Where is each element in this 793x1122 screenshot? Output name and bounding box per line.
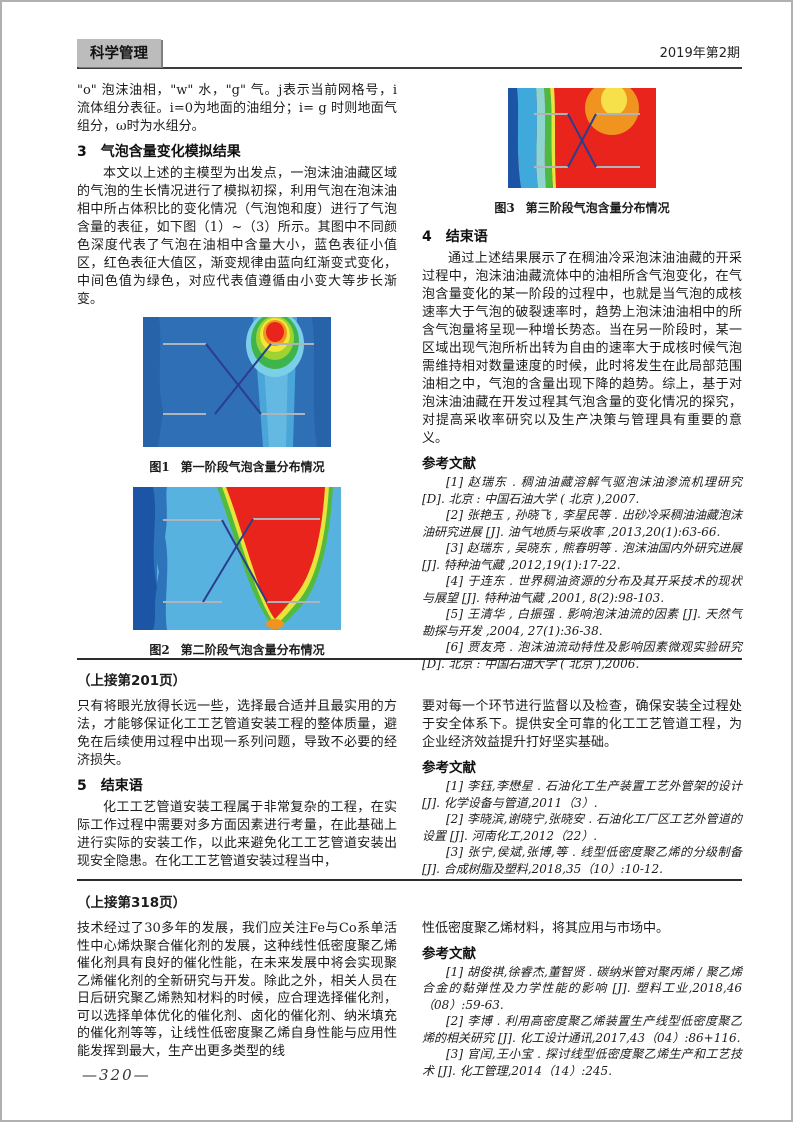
article2-block: （上接第201页） 只有将眼光放得长远一些，选择最合适并且最实用的方法，才能够保… [77, 669, 742, 877]
reference-item: [2] 李博 . 利用高密度聚乙烯装置生产线型低密度聚乙烯的相关研究 [J]. … [422, 1014, 742, 1045]
reference-item: [5] 王清华 , 白振强 . 影响泡沫油流的因素 [J]. 天然气勘探与开发 … [422, 607, 742, 638]
figure2-heatmap [133, 487, 341, 630]
reference-item: [1] 赵瑞东 . 稠油油藏溶解气驱泡沫油渗流机理研究 [D]. 北京 : 中国… [422, 475, 742, 506]
section4-paragraph: 通过上述结果展示了在稠油冷采泡沫油油藏的开采过程中，泡沫油油藏流体中的油相所含气… [422, 251, 742, 446]
article1-intro-paragraph: "o" 泡沫油相，"w" 水，"g" 气。j表示当前网格号，i 流体组分表征。i… [77, 83, 397, 134]
well-marker-lines [534, 113, 640, 168]
article1-block: "o" 泡沫油相，"w" 水，"g" 气。j表示当前网格号，i 流体组分表征。i… [77, 81, 742, 672]
figure1-heatmap [143, 311, 331, 447]
article2-right-paragraph: 要对每一个环节进行监督以及检查，确保安装全过程处于安全体系下。提供安全可靠的化工… [422, 699, 742, 750]
article2-left-paragraph: 只有将眼光放得长远一些，选择最合适并且最实用的方法，才能够保证化工工艺管道安装工… [77, 699, 397, 768]
reference-item: [1] 胡俊祺,徐睿杰,董智贤 . 碳纳米管对聚丙烯 / 聚乙烯合金的黏弹性及力… [422, 964, 742, 1012]
figure3-caption: 图3 第三阶段气泡含量分布情况 [494, 201, 670, 215]
article1-left-column: "o" 泡沫油相，"w" 水，"g" 气。j表示当前网格号，i 流体组分表征。i… [77, 82, 397, 672]
figure1: 图1 第一阶段气泡含量分布情况 [77, 311, 397, 475]
well-cross-lines [202, 518, 268, 603]
well-cross-lines [205, 343, 272, 415]
reference-item: [2] 张艳玉 , 孙晓飞 , 李星民等 . 出砂冷采稠油油藏泡沫油研究进展 [… [422, 508, 742, 539]
figure3: 图3 第三阶段气泡含量分布情况 [422, 81, 742, 216]
article2-right-column: 要对每一个环节进行监督以及检查，确保安装全过程处于安全体系下。提供安全可靠的化工… [422, 698, 742, 877]
figure2-caption: 图2 第二阶段气泡含量分布情况 [149, 643, 325, 657]
reference-item: [1] 李钰,李懋星 . 石油化工生产装置工艺外管架的设计 [J]. 化学设备与… [422, 779, 742, 810]
page-header: 科学管理 2019年第2期 [77, 39, 742, 69]
figure1-caption: 图1 第一阶段气泡含量分布情况 [149, 460, 325, 474]
reference-item: [2] 李晓滨,谢晓宁,张晓安 . 石油化工厂区工艺外管道的设置 [J]. 河南… [422, 812, 742, 843]
reference-item: [3] 赵瑞东 , 吴晓东 , 熊春明等 . 泡沫油国内外研究进展 [J]. 特… [422, 541, 742, 572]
reference-item: [6] 贾友亮 . 泡沫油流动特性及影响因素微观实验研究 [D]. 北京 : 中… [422, 640, 742, 671]
continued-from-318-label: （上接第318页） [77, 895, 187, 911]
well-marker-lines [163, 343, 314, 415]
article3-right-paragraph: 性低密度聚乙烯材料，将其应用与市场中。 [422, 921, 670, 936]
figure3-label: 图3 [494, 201, 515, 215]
article3-block: （上接第318页） 技术经过了30多年的发展，我们应关注Fe与Co系单活性中心烯… [77, 891, 742, 1079]
article1-right-column: 图3 第三阶段气泡含量分布情况 4 结束语 通过上述结果展示了在稠油冷采泡沫油油藏… [422, 81, 742, 672]
figure2: 图2 第二阶段气泡含量分布情况 [77, 487, 397, 658]
well-marker-lines [163, 518, 320, 603]
issue-label: 2019年第2期 [659, 46, 740, 61]
section-badge: 科学管理 [77, 39, 161, 67]
reference-item: [3] 张宁,侯斌,张博,等 . 线型低密度聚乙烯的分级制备 [J]. 合成树脂… [422, 845, 742, 876]
section3-paragraph: 本文以上述的主模型为出发点，一泡沫油油藏区域的气泡的生长情况进行了模拟初探，利用… [77, 166, 397, 307]
section5-heading: 5 结束语 [77, 778, 143, 794]
article2-left-column: 只有将眼光放得长远一些，选择最合适并且最实用的方法，才能够保证化工工艺管道安装工… [77, 698, 397, 877]
section-divider [77, 879, 742, 881]
continued-from-201-label: （上接第201页） [77, 673, 187, 689]
figure2-label: 图2 [149, 643, 170, 657]
page-number: —320— [82, 1066, 151, 1084]
article3-left-paragraph: 技术经过了30多年的发展，我们应关注Fe与Co系单活性中心烯炔聚合催化剂的发展，… [77, 921, 397, 1059]
well-cross-lines [567, 113, 597, 168]
section4-heading: 4 结束语 [422, 229, 488, 245]
figure1-label: 图1 [149, 460, 170, 474]
article3-left-column: 技术经过了30多年的发展，我们应关注Fe与Co系单活性中心烯炔聚合催化剂的发展，… [77, 920, 397, 1079]
section-divider [77, 658, 742, 660]
article3-right-column: 性低密度聚乙烯材料，将其应用与市场中。 参考文献 [1] 胡俊祺,徐睿杰,董智贤… [422, 920, 742, 1079]
reference-item: [4] 于连东 . 世界稠油资源的分布及其开采技术的现状与展望 [J]. 特种油… [422, 574, 742, 605]
article1-references-heading: 参考文献 [422, 456, 476, 472]
reference-item: [3] 官闰,王小宝 . 探讨线型低密度聚乙烯生产和工艺技术 [J]. 化工管理… [422, 1047, 742, 1078]
figure3-heatmap [508, 81, 656, 188]
article2-references-heading: 参考文献 [422, 760, 476, 776]
article3-references-heading: 参考文献 [422, 945, 476, 962]
section5-paragraph: 化工工艺管道安装工程属于非常复杂的工程，在实际工作过程中需要对多方面因素进行考量… [77, 800, 397, 869]
section3-heading: 3 气泡含量变化模拟结果 [77, 144, 241, 160]
